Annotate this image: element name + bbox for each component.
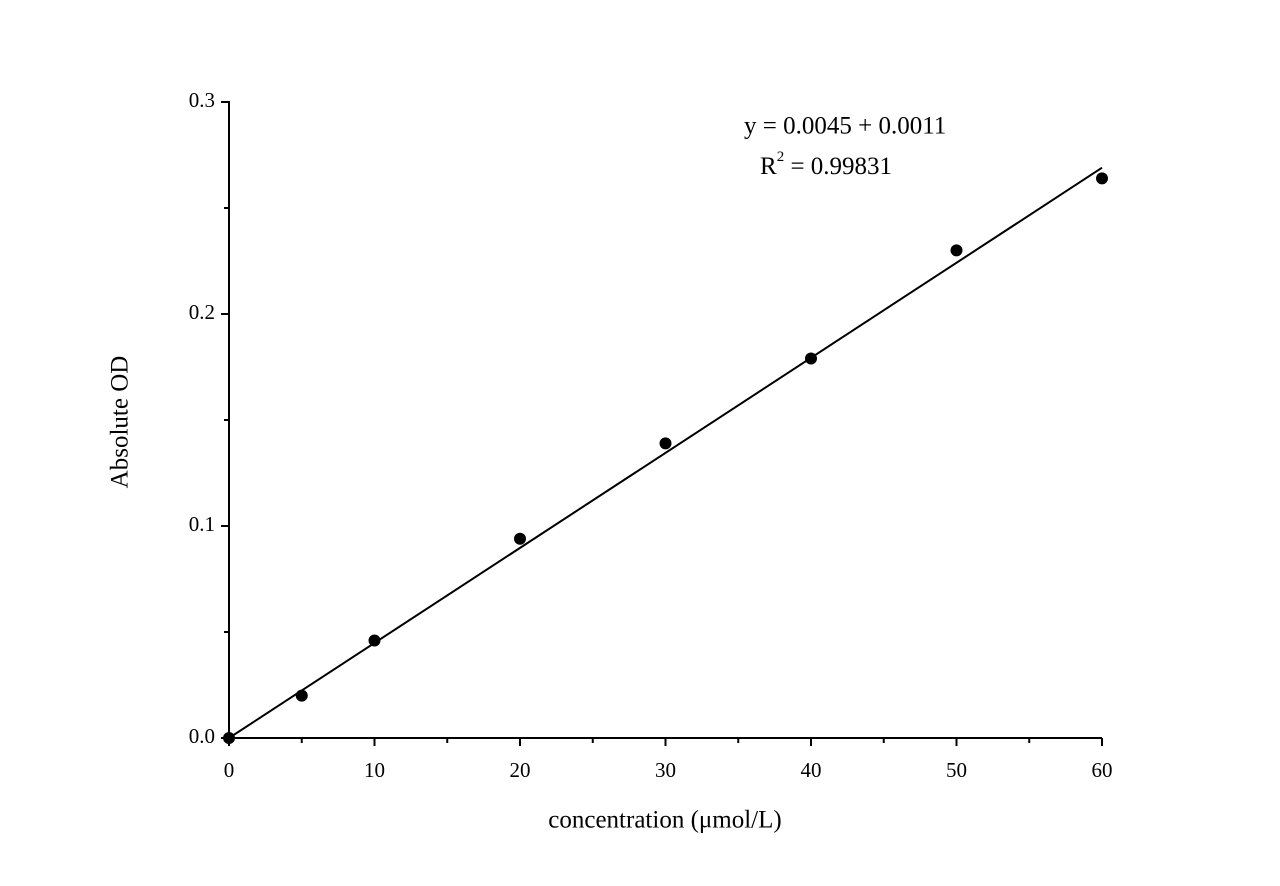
- y-tick-label: 0.2: [189, 300, 215, 324]
- r-text: = 0.99831: [784, 153, 892, 180]
- data-point: [659, 437, 672, 450]
- y-tick-label: 0.3: [189, 88, 215, 112]
- fit-line: [228, 166, 1103, 739]
- data-point: [223, 732, 235, 744]
- x-tick-label: 20: [510, 758, 531, 782]
- data-point: [514, 532, 526, 545]
- y-axis-label: Absolute OD: [107, 356, 134, 489]
- data-point: [368, 634, 381, 647]
- y-tick-label: 0.0: [189, 724, 215, 748]
- x-tick-label: 40: [801, 758, 822, 782]
- r-base: R: [760, 153, 777, 180]
- r-squared: R2 = 0.99831: [760, 149, 892, 179]
- x-tick-label: 30: [655, 758, 676, 782]
- data-point: [950, 244, 963, 257]
- data-point: [295, 689, 308, 702]
- data-point: [1096, 172, 1108, 185]
- x-tick-label: 60: [1092, 758, 1113, 782]
- data-point: [805, 352, 817, 365]
- x-tick-label: 10: [364, 758, 385, 782]
- equation: y = 0.0045 + 0.0011: [744, 113, 946, 140]
- x-tick-label: 0: [224, 758, 235, 782]
- r-sup: 2: [777, 149, 785, 165]
- y-tick-label: 0.1: [189, 512, 215, 536]
- x-tick-label: 50: [946, 758, 967, 782]
- x-axis-label: concentration (μmol/L): [548, 807, 781, 834]
